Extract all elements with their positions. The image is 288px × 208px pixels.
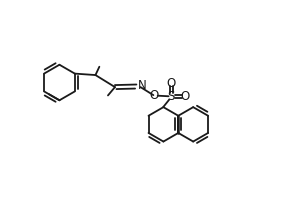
Text: N: N — [138, 79, 147, 92]
Text: O: O — [149, 89, 158, 102]
Text: S: S — [168, 90, 175, 103]
Text: O: O — [167, 77, 176, 90]
Text: O: O — [180, 90, 190, 103]
